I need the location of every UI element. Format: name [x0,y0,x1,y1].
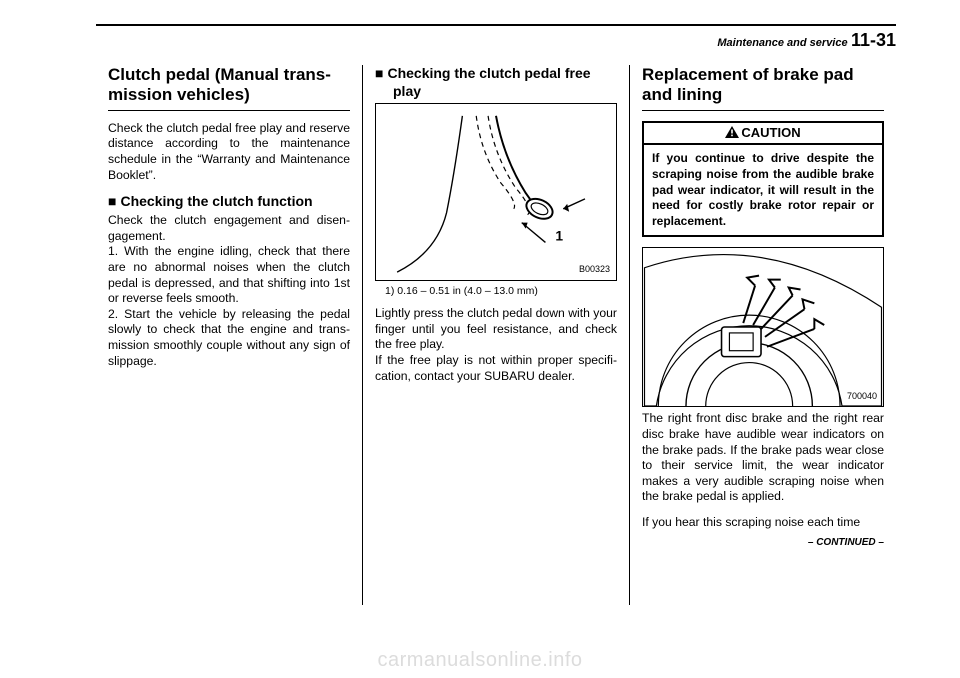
diagram-brake-rotor: 700040 [642,247,884,407]
subheading-text: Checking the clutch function [120,193,312,209]
caution-label: CAUTION [741,125,800,140]
page: Maintenance and service 11-31 Clutch ped… [0,0,960,678]
caution-box: CAUTION If you continue to drive despite… [642,121,884,238]
para: Lightly press the clutch pedal down with… [375,306,617,353]
para: 1. With the engine idling, check that th… [108,244,350,306]
figure-number: 700040 [847,391,877,403]
square-bullet-icon: ■ [108,193,116,209]
section-title: Maintenance and service [717,37,847,49]
para: If you hear this scraping noise each tim… [642,515,884,531]
running-head: Maintenance and service 11-31 [96,30,896,51]
warning-icon [725,126,739,141]
para: The right front disc brake and the right… [642,411,884,505]
para: Check the clutch pedal free play and re­… [108,121,350,183]
page-number: 11-31 [851,30,896,50]
clutch-pedal-svg: 1 [376,104,616,280]
para: If the free play is not within proper sp… [375,353,617,384]
subheading-text: Checking the clutch pedal free play [387,65,590,99]
brake-rotor-svg [643,248,883,406]
column-3: Replacement of brake pad and lining CAUT… [629,65,896,605]
heading-rule [642,110,884,111]
diagram-clutch-pedal: 1 B00323 [375,103,617,281]
figure-number: B00323 [579,264,610,276]
continued-label: – CONTINUED – [642,537,884,550]
caution-body: If you continue to drive despite the scr… [644,145,882,235]
subheading-clutch-free-play: ■Checking the clutch pedal free play [375,65,617,101]
caution-heading: CAUTION [644,123,882,146]
watermark: carmanualsonline.info [0,649,960,672]
column-1: Clutch pedal (Manual trans­mission vehic… [96,65,362,605]
square-bullet-icon: ■ [375,65,383,81]
heading-brake-pad: Replacement of brake pad and lining [642,65,884,106]
svg-text:1: 1 [555,227,563,243]
header-rule [96,24,896,26]
columns: Clutch pedal (Manual trans­mission vehic… [96,65,896,605]
figure-caption: 1) 0.16 – 0.51 in (4.0 – 13.0 mm) [385,285,617,298]
heading-clutch-pedal: Clutch pedal (Manual trans­mission vehic… [108,65,350,106]
heading-rule [108,110,350,111]
subheading-clutch-function: ■Checking the clutch function [108,193,350,211]
column-2: ■Checking the clutch pedal free play [362,65,629,605]
para: Check the clutch engagement and disen­ga… [108,213,350,244]
para: 2. Start the vehicle by releasing the pe… [108,307,350,369]
